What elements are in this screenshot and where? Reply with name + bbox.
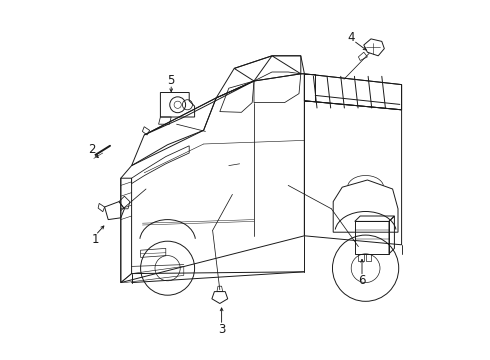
Text: 4: 4 <box>347 31 355 44</box>
Text: 1: 1 <box>92 233 99 246</box>
Text: 5: 5 <box>168 75 175 87</box>
Text: 6: 6 <box>358 274 366 287</box>
Text: 3: 3 <box>218 323 225 336</box>
Text: 2: 2 <box>88 143 96 156</box>
